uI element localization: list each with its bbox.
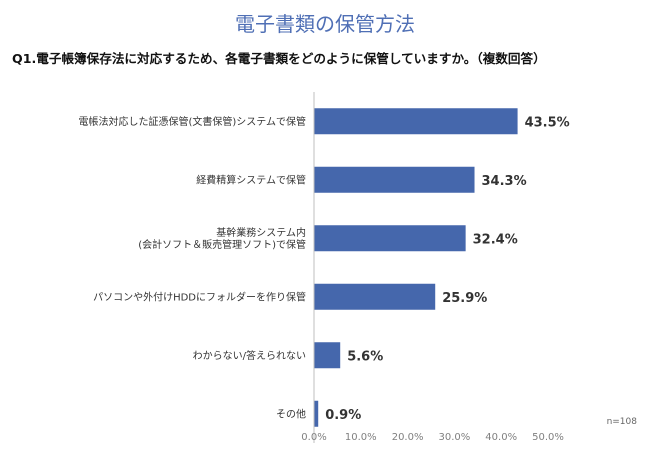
bar-5: [314, 342, 341, 369]
bar-2: [314, 166, 475, 193]
category-label-1: 電帳法対応した証憑保管(文書保管)システムで保管: [78, 115, 306, 128]
category-label-6: その他: [276, 407, 306, 420]
chart-title: 電子書類の保管方法: [235, 12, 415, 36]
data-label-1: 43.5%: [525, 115, 570, 130]
bar-1: [314, 108, 518, 135]
category-label-4: パソコンや外付けHDDにフォルダーを作り保管: [93, 290, 306, 303]
category-label-3: 基幹業務システム内(会計ソフト＆販売管理ソフト)で保管: [138, 226, 306, 251]
question-text: Q1.電子帳簿保存法に対応するため、各電子書類をどのように保管していますか。（複…: [12, 51, 546, 66]
x-tick-label-5: 40.0%: [485, 432, 517, 443]
data-label-3: 32.4%: [473, 232, 518, 247]
data-label-5: 5.6%: [347, 349, 383, 364]
x-tick-label-3: 20.0%: [392, 432, 424, 443]
bar-6: [314, 400, 319, 427]
data-label-6: 0.9%: [325, 408, 361, 423]
x-tick-label-6: 50.0%: [532, 432, 564, 443]
bar-3: [314, 225, 466, 252]
data-label-2: 34.3%: [482, 174, 527, 189]
x-tick-label-4: 30.0%: [439, 432, 471, 443]
bar-4: [314, 283, 436, 310]
x-tick-label-1: 0.0%: [301, 432, 326, 443]
x-tick-label-2: 10.0%: [345, 432, 377, 443]
data-label-4: 25.9%: [442, 291, 487, 306]
category-label-5: わからない/答えられない: [193, 349, 306, 362]
sample-size-note: n=108: [607, 417, 638, 427]
category-label-2: 経費精算システムで保管: [196, 173, 306, 186]
